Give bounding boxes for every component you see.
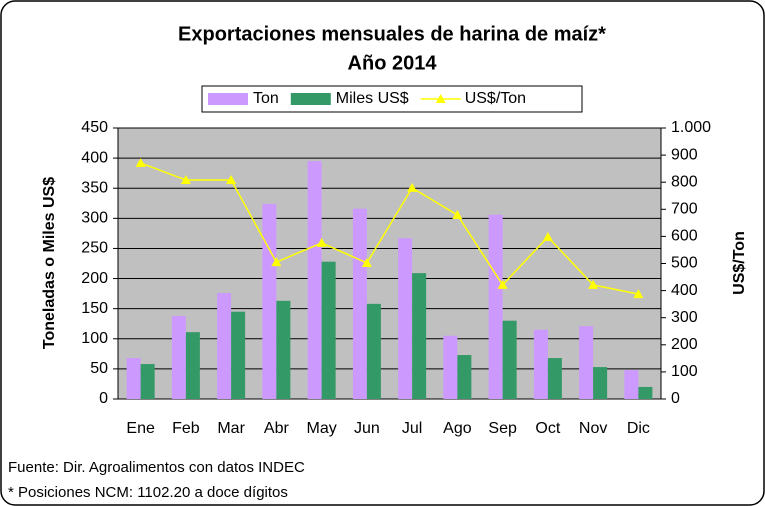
y-tick-label: 300 bbox=[81, 210, 108, 227]
bar bbox=[533, 329, 548, 399]
x-tick-label: May bbox=[307, 420, 337, 437]
bar bbox=[547, 358, 562, 399]
bar bbox=[217, 293, 232, 399]
bar bbox=[593, 367, 608, 399]
line-marker bbox=[135, 157, 146, 167]
bar bbox=[579, 326, 594, 399]
line-marker bbox=[542, 231, 553, 241]
bar bbox=[502, 320, 517, 399]
legend-swatch bbox=[435, 94, 446, 103]
y2-tick-label: 700 bbox=[671, 201, 698, 218]
source-note: Fuente: Dir. Agroalimentos con datos IND… bbox=[8, 459, 305, 476]
y-tick-label: 100 bbox=[81, 330, 108, 347]
bar bbox=[366, 303, 381, 399]
line-marker bbox=[633, 289, 644, 299]
legend-swatch bbox=[208, 93, 248, 105]
line-marker bbox=[271, 257, 282, 267]
x-tick-label: Nov bbox=[579, 420, 607, 437]
y-tick-label: 0 bbox=[99, 390, 108, 407]
x-tick-label: Oct bbox=[535, 420, 560, 437]
line-marker bbox=[180, 175, 191, 185]
y-tick-label: 150 bbox=[81, 300, 108, 317]
bar bbox=[140, 364, 155, 399]
chart-subtitle: Año 2014 bbox=[348, 52, 438, 74]
bar bbox=[352, 208, 367, 399]
line bbox=[140, 162, 639, 295]
plot-area bbox=[118, 128, 661, 399]
line-marker bbox=[452, 209, 463, 219]
y2-axis-label: US$/Ton bbox=[731, 231, 748, 295]
bar bbox=[638, 386, 653, 399]
x-tick-label: Sep bbox=[488, 420, 517, 437]
x-tick-label: Ene bbox=[126, 420, 155, 437]
bar bbox=[262, 203, 277, 399]
y2-tick-label: 600 bbox=[671, 228, 698, 245]
bar bbox=[443, 335, 458, 399]
footnote: * Posiciones NCM: 1102.20 a doce dígitos bbox=[8, 484, 288, 501]
bar bbox=[488, 214, 503, 399]
y2-tick-label: 500 bbox=[671, 255, 698, 272]
x-tick-label: Dic bbox=[627, 420, 650, 437]
y2-tick-label: 0 bbox=[671, 390, 680, 407]
bar bbox=[185, 332, 200, 399]
y2-tick-label: 100 bbox=[671, 363, 698, 380]
bar bbox=[171, 315, 186, 399]
bar bbox=[321, 261, 336, 399]
line-marker bbox=[407, 182, 418, 192]
legend-label: Ton bbox=[253, 90, 279, 107]
bar bbox=[276, 300, 291, 399]
bar bbox=[457, 355, 472, 399]
x-tick-label: Mar bbox=[217, 420, 245, 437]
bar bbox=[126, 358, 141, 399]
y-tick-label: 250 bbox=[81, 240, 108, 257]
y-tick-label: 350 bbox=[81, 179, 108, 196]
legend-box bbox=[201, 85, 583, 113]
line-marker bbox=[316, 237, 327, 247]
x-tick-label: Ago bbox=[443, 420, 472, 437]
y2-tick-label: 200 bbox=[671, 336, 698, 353]
y-tick-label: 200 bbox=[81, 270, 108, 287]
y-axis-label: Toneladas o Miles US$ bbox=[41, 177, 58, 349]
y2-tick-label: 300 bbox=[671, 309, 698, 326]
x-tick-label: Jun bbox=[354, 420, 380, 437]
line-marker bbox=[497, 279, 508, 289]
y2-tick-label: 900 bbox=[671, 146, 698, 163]
bar bbox=[412, 273, 427, 399]
y-tick-label: 50 bbox=[90, 360, 108, 377]
bar bbox=[231, 311, 246, 399]
chart-title: Exportaciones mensuales de harina de maí… bbox=[178, 23, 606, 45]
y-tick-label: 450 bbox=[81, 119, 108, 136]
x-tick-label: Feb bbox=[172, 420, 200, 437]
y2-tick-label: 800 bbox=[671, 173, 698, 190]
y-tick-label: 400 bbox=[81, 149, 108, 166]
y2-tick-label: 1.000 bbox=[671, 119, 711, 136]
x-tick-label: Jul bbox=[402, 420, 422, 437]
line-marker bbox=[588, 279, 599, 289]
x-tick-label: Abr bbox=[264, 420, 290, 437]
y2-tick-label: 400 bbox=[671, 282, 698, 299]
bar bbox=[398, 238, 413, 399]
legend-swatch bbox=[290, 93, 331, 105]
legend-label: US$/Ton bbox=[465, 90, 526, 107]
line-marker bbox=[361, 257, 372, 267]
legend-label: Miles US$ bbox=[336, 90, 409, 107]
line-marker bbox=[226, 175, 237, 185]
bar bbox=[624, 370, 639, 399]
bar bbox=[307, 161, 322, 399]
